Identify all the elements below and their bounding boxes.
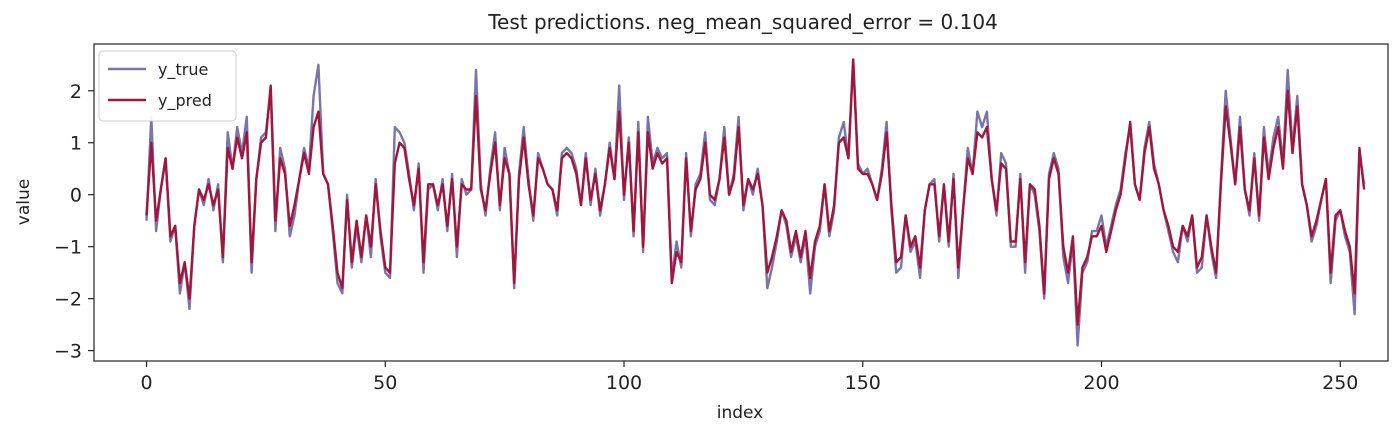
x-axis-label: index: [717, 403, 764, 423]
y-tick-label: 2: [70, 81, 82, 103]
y-tick-label: 0: [70, 185, 82, 207]
y-axis: −3 −2 −1 0 1 2: [54, 81, 94, 363]
legend-label-y-pred: y_pred: [158, 91, 212, 111]
y-tick-label: −3: [54, 341, 82, 363]
x-tick-label: 50: [373, 372, 397, 394]
y-tick-label: −2: [54, 289, 82, 311]
x-tick-label: 250: [1322, 372, 1358, 394]
x-tick-label: 150: [845, 372, 881, 394]
x-tick-label: 200: [1083, 372, 1119, 394]
y-tick-label: −1: [54, 237, 82, 259]
legend-label-y-true: y_true: [158, 60, 208, 80]
chart-title: Test predictions. neg_mean_squared_error…: [487, 10, 998, 34]
y-axis-label: value: [14, 179, 34, 225]
x-tick-label: 0: [140, 372, 152, 394]
x-tick-label: 100: [606, 372, 642, 394]
y-tick-label: 1: [70, 133, 82, 155]
series-layer: [145, 58, 1366, 347]
x-axis: 0 50 100 150 200 250: [140, 361, 1358, 394]
legend: y_true y_pred: [98, 50, 237, 122]
series-line-y-pred: [145, 58, 1366, 326]
plot-area: [93, 43, 1389, 362]
